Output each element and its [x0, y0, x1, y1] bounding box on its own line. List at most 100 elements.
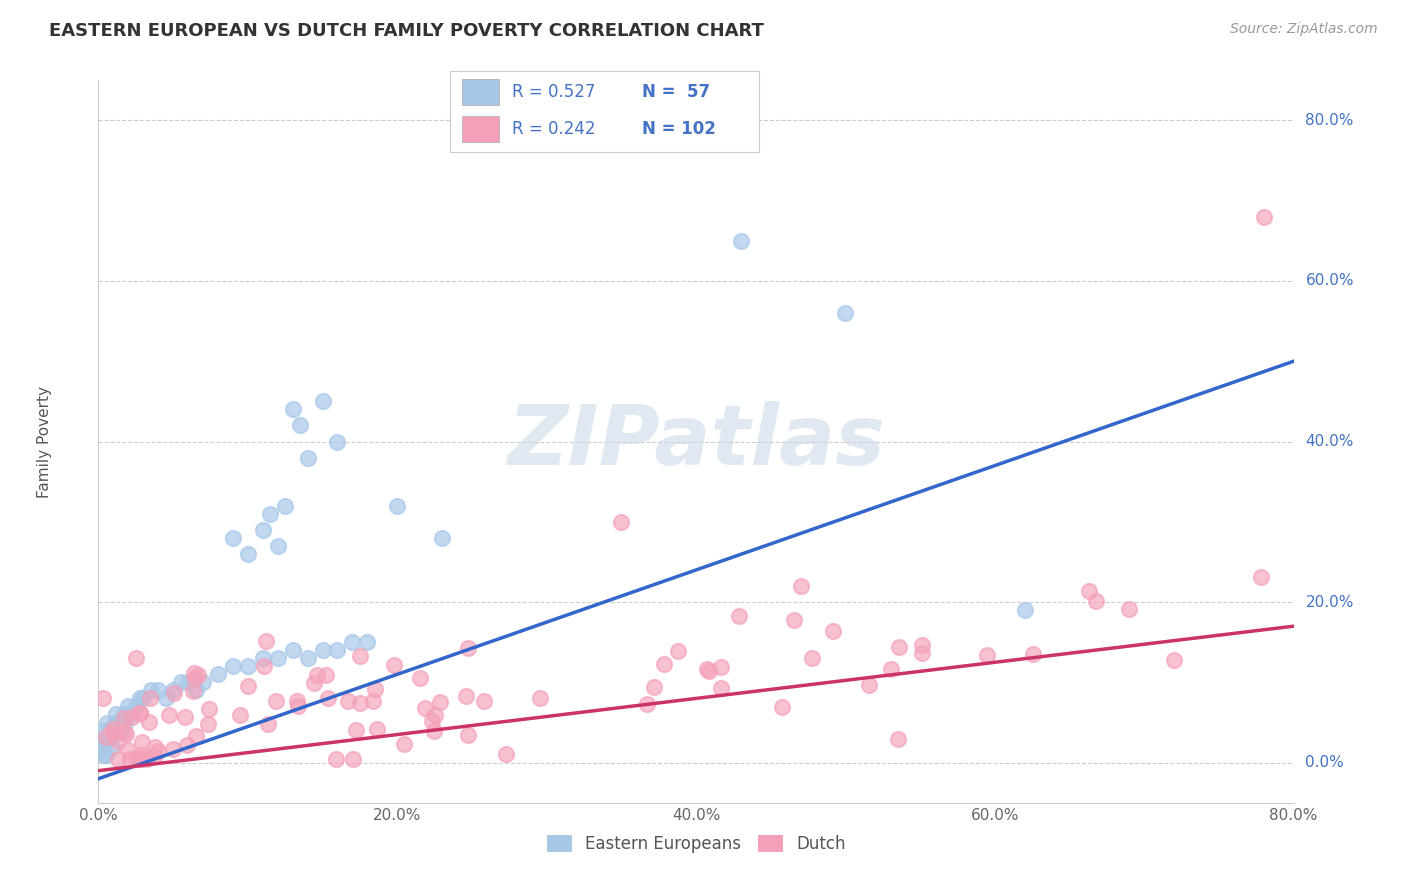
Point: [382, 658, 405, 673]
Point: [311, 394, 333, 409]
Point: [104, 715, 127, 730]
Point: [409, 671, 432, 685]
Point: [834, 306, 856, 320]
Point: [187, 668, 209, 682]
Point: [349, 648, 371, 663]
Point: [363, 682, 385, 697]
Point: [91, 690, 114, 705]
Point: [207, 667, 229, 681]
Point: [169, 675, 191, 690]
Point: [821, 624, 844, 638]
Point: [117, 742, 139, 756]
Point: [114, 715, 136, 730]
Point: [103, 723, 125, 738]
Point: [101, 739, 124, 754]
Point: [252, 651, 274, 665]
Point: [253, 659, 276, 673]
Point: [326, 434, 349, 449]
Text: R = 0.242: R = 0.242: [512, 120, 595, 138]
Point: [138, 715, 160, 730]
Point: [112, 707, 135, 722]
Point: [325, 751, 347, 765]
Point: [342, 635, 364, 649]
Point: [222, 531, 245, 545]
Point: [118, 751, 141, 765]
Point: [117, 699, 139, 714]
Point: [1253, 210, 1275, 224]
Legend: Eastern Europeans, Dutch: Eastern Europeans, Dutch: [540, 828, 852, 860]
Point: [281, 643, 304, 657]
Point: [643, 680, 665, 694]
Point: [139, 690, 162, 705]
Point: [128, 706, 150, 720]
Point: [131, 735, 153, 749]
Point: [257, 717, 280, 731]
Point: [495, 747, 517, 762]
Point: [264, 694, 287, 708]
Point: [236, 547, 259, 561]
Point: [454, 689, 477, 703]
Point: [125, 699, 148, 714]
Point: [423, 724, 446, 739]
Point: [98, 731, 122, 746]
Text: ZIPatlas: ZIPatlas: [508, 401, 884, 482]
Point: [110, 723, 132, 738]
Point: [107, 715, 129, 730]
Point: [112, 725, 135, 739]
Point: [730, 234, 752, 248]
Point: [366, 723, 388, 737]
Point: [696, 662, 718, 676]
Point: [349, 696, 371, 710]
Point: [236, 659, 259, 673]
Point: [770, 700, 793, 714]
Point: [129, 747, 152, 762]
Point: [112, 711, 135, 725]
Point: [311, 643, 333, 657]
Point: [155, 691, 177, 706]
Point: [887, 731, 910, 746]
Point: [148, 683, 170, 698]
Point: [252, 523, 274, 537]
Point: [120, 707, 142, 722]
Bar: [463, 79, 499, 105]
Point: [457, 728, 479, 742]
Point: [259, 507, 281, 521]
Point: [326, 643, 349, 657]
Point: [132, 691, 155, 706]
Point: [143, 748, 166, 763]
Point: [1077, 584, 1099, 599]
Point: [129, 751, 152, 765]
Text: EASTERN EUROPEAN VS DUTCH FAMILY POVERTY CORRELATION CHART: EASTERN EUROPEAN VS DUTCH FAMILY POVERTY…: [49, 22, 763, 40]
Point: [911, 647, 934, 661]
Point: [107, 734, 129, 748]
Point: [457, 640, 479, 655]
Point: [93, 747, 115, 762]
Point: [1021, 647, 1043, 661]
Point: [94, 731, 117, 746]
Point: [136, 751, 159, 765]
Point: [430, 531, 453, 545]
Point: [783, 613, 806, 627]
Point: [318, 690, 340, 705]
Point: [125, 651, 148, 665]
Text: N = 102: N = 102: [641, 120, 716, 138]
Point: [183, 666, 205, 681]
Point: [91, 723, 114, 738]
Point: [880, 662, 903, 676]
Point: [342, 751, 364, 765]
Point: [307, 668, 329, 682]
Point: [229, 708, 252, 723]
Point: [162, 686, 184, 700]
Bar: [463, 116, 499, 142]
Point: [97, 723, 120, 738]
Point: [315, 668, 337, 682]
Point: [184, 729, 207, 743]
Point: [1085, 594, 1108, 608]
Point: [287, 699, 309, 714]
Point: [103, 726, 125, 740]
Point: [472, 694, 495, 708]
Point: [121, 709, 143, 723]
Point: [911, 639, 934, 653]
Point: [148, 743, 170, 757]
Point: [267, 539, 290, 553]
